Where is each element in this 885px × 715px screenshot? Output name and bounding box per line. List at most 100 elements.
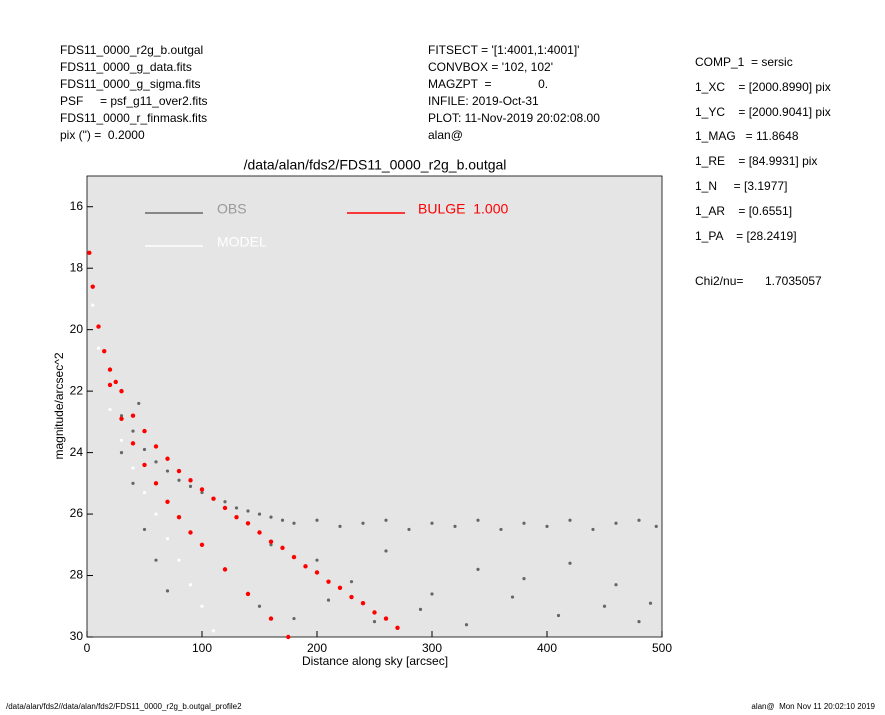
header-line: COMP_1 = sersic [695,55,793,69]
point [315,558,319,562]
point [568,561,572,565]
point [234,514,239,520]
point [338,524,342,528]
point [637,518,641,522]
point [234,506,239,510]
point [464,623,469,627]
y-tick-label: 20 [70,322,84,336]
point [257,530,262,535]
header-center: FITSECT = '[1:4001,1:4001]' CONVBOX = '10… [428,42,600,144]
point [291,554,297,560]
header-line: 1_N = [3.1977] [695,178,788,193]
header-line: FDS11_0000_g_data.fits [60,60,192,74]
point [246,509,250,513]
point [314,570,320,575]
legend-label: BULGE 1.000 [418,201,508,217]
point [360,600,366,606]
footer-left: /data/alan/fds2//data/alan/fds2/FDS11_00… [6,702,242,711]
point [257,512,262,516]
point [292,616,296,621]
point [407,527,411,532]
header-line: CONVBOX = '102, 102' [428,60,553,74]
point [269,515,273,519]
point [361,521,365,525]
point [113,379,118,385]
point [188,583,193,587]
y-tick-label: 30 [70,629,84,643]
point [602,604,607,608]
y-axis-label: magnitude/arcsec^2 [52,352,66,459]
point [119,451,124,455]
point [199,542,205,547]
point [200,604,204,608]
point [568,518,572,522]
legend-label: OBS [217,201,247,217]
point [142,527,147,532]
point [337,585,343,591]
point [499,527,503,532]
point [87,250,92,256]
x-tick-label: 300 [422,641,442,655]
point [188,478,193,483]
header-line: INFILE: 2019-Oct-31 [428,94,539,108]
point [430,521,434,525]
header-line: 1_RE = [84.9931] pix [695,154,818,169]
header-line: 1_YC = [2000.9041] pix [695,104,831,119]
point [476,518,480,522]
point [142,447,147,452]
point [303,564,308,569]
point [476,567,480,571]
point [418,607,423,611]
point [556,613,561,618]
footer-right: alan@ Mon Nov 11 20:02:10 2019 [751,702,875,711]
header-line: 1_AR = [0.6551] [695,203,793,218]
point [384,518,388,522]
point [326,598,331,602]
point [165,469,170,473]
point [591,527,595,532]
point [154,558,158,562]
point [268,539,274,544]
point [614,521,618,525]
point [637,620,641,624]
point [153,481,159,486]
header-line: pix (") = 0.2000 [60,128,145,142]
y-tick-label: 24 [70,445,84,459]
point [245,591,251,597]
point [430,592,434,596]
point [545,524,549,528]
point [349,594,354,600]
header-line: MAGZPT = 0. [428,77,549,91]
point [292,521,296,525]
point [165,589,170,593]
point [130,441,136,446]
point [199,487,205,492]
point [245,521,251,526]
y-tick-label: 28 [70,568,84,582]
header-line: FITSECT = '[1:4001,1:4001]' [428,43,580,57]
point [130,413,136,418]
point [211,496,216,501]
point [268,616,274,621]
point [165,537,170,541]
point [107,367,113,372]
point [222,505,228,511]
x-tick-label: 400 [537,641,557,655]
point [142,490,147,495]
x-tick-label: 0 [84,641,91,655]
y-tick-label: 22 [70,383,84,397]
point [131,466,135,470]
point [131,481,135,485]
point [176,468,182,474]
plot-area [86,175,663,638]
point [372,610,377,615]
point [90,284,95,289]
point [119,438,124,442]
chi-value: 1.7035057 [765,274,822,288]
point [648,601,653,605]
header-left: FDS11_0000_r2g_b.outgal FDS11_0000_g_data… [60,42,208,144]
point [153,444,159,449]
point [522,577,526,581]
point [108,407,112,412]
point [453,524,457,528]
